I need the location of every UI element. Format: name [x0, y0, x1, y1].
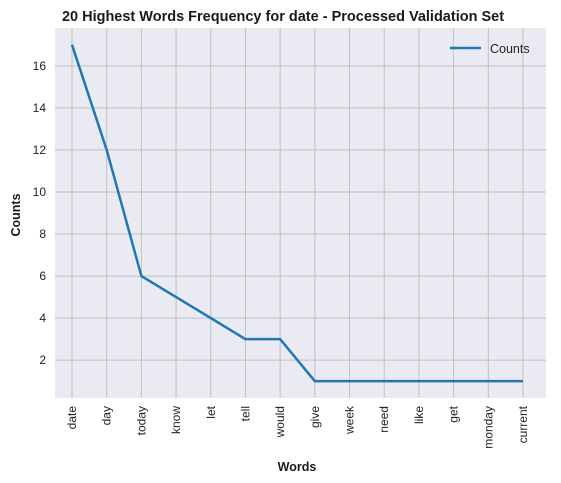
legend: Counts	[450, 42, 530, 56]
x-tick-label: tell	[238, 406, 252, 421]
grid-lines	[55, 28, 546, 398]
plot-area	[55, 28, 546, 398]
y-tick-label: 14	[33, 101, 47, 115]
y-tick-label: 4	[39, 311, 46, 325]
x-tick-label: know	[169, 406, 183, 434]
x-tick-label: monday	[481, 406, 495, 449]
series-group	[70, 44, 524, 383]
y-axis-label: Counts	[9, 193, 23, 236]
y-tick-label: 16	[33, 59, 47, 73]
x-tick-label: would	[273, 406, 287, 438]
y-tick-label: 8	[39, 227, 46, 241]
x-tick-label: current	[516, 405, 530, 443]
series-line	[70, 44, 523, 383]
legend-label: Counts	[490, 42, 530, 56]
chart-title: 20 Highest Words Frequency for date - Pr…	[62, 9, 504, 25]
x-tick-label: give	[308, 406, 322, 428]
x-tick-label: let	[204, 405, 218, 418]
x-tick-label: day	[100, 406, 114, 425]
y-tick-label: 2	[39, 353, 46, 367]
x-tick-label: get	[447, 405, 461, 422]
x-tick-label: today	[134, 406, 148, 435]
x-axis-label: Words	[278, 460, 317, 474]
x-tick-label: week	[343, 405, 357, 435]
x-tick-label: date	[65, 406, 79, 430]
y-tick-label: 10	[33, 185, 47, 199]
y-axis-ticks: 2 4 6 8 10 12 14 16	[33, 59, 47, 367]
x-axis-ticks: date day today know let tell would give week need…	[65, 405, 530, 449]
y-tick-label: 6	[39, 269, 46, 283]
y-tick-label: 12	[33, 143, 47, 157]
x-tick-label: like	[412, 406, 426, 424]
x-tick-label: need	[377, 406, 391, 433]
